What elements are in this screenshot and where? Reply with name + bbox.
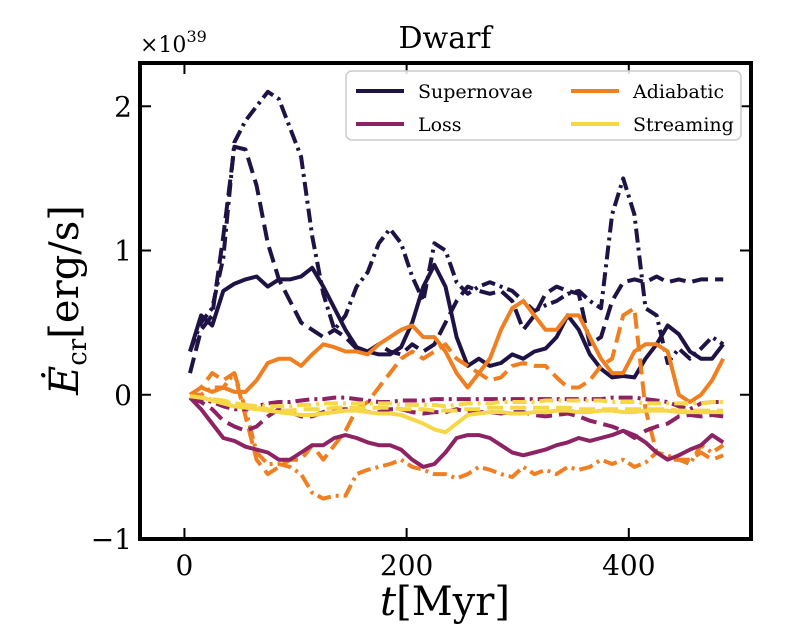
y-axis-title: Ėcr[erg/s]	[41, 205, 93, 396]
series-line-supernovae-dashdot	[188, 89, 725, 365]
plot-frame	[138, 61, 753, 541]
chart-title: Dwarf	[398, 21, 493, 56]
legend-label-supernovae: Supernovae	[418, 81, 533, 103]
series-line-streaming-solid	[189, 394, 724, 435]
series-line-adiabatic-dashed	[188, 306, 724, 477]
y-axis-subscript: cr	[63, 338, 93, 366]
x-tick-label: 200	[380, 549, 433, 582]
series-line-supernovae-dashed	[188, 144, 724, 374]
legend: Supernovae Adiabatic Loss Streaming	[345, 70, 742, 141]
series-line-loss-solid	[188, 396, 725, 469]
y-tick-label: 0	[114, 379, 132, 412]
legend-label-streaming: Streaming	[633, 114, 734, 136]
series-line-streaming-dashdot	[189, 394, 724, 409]
y-tick-label: 2	[114, 90, 132, 123]
legend-label-loss: Loss	[418, 114, 462, 136]
series-line-streaming-dashed	[189, 394, 724, 413]
y-tick-label: 1	[114, 235, 132, 268]
x-axis-unit: [Myr]	[396, 579, 510, 625]
y-multiplier-base: ×10	[140, 33, 186, 58]
y-axis-unit: [erg/s]	[42, 205, 88, 339]
x-tick-label: 0	[176, 549, 194, 582]
series-layer	[188, 89, 725, 501]
x-axis-title: t[Myr]	[380, 579, 510, 625]
legend-box	[345, 70, 742, 141]
series-line-loss-dashdot	[189, 395, 724, 412]
x-tick-label: 400	[602, 549, 655, 582]
series-line-adiabatic-dashdot	[190, 371, 725, 501]
series-line-adiabatic-solid	[188, 299, 725, 404]
y-multiplier: ×1039	[140, 27, 207, 58]
legend-label-adiabatic: Adiabatic	[632, 81, 724, 103]
y-tick-label: −1	[91, 523, 132, 556]
y-multiplier-exp: 39	[186, 27, 206, 46]
x-axis-symbol: t	[380, 579, 397, 625]
y-axis-symbol: Ė	[41, 366, 88, 396]
ticks-layer: 0 200 400 −1 0 1 2	[91, 63, 751, 582]
